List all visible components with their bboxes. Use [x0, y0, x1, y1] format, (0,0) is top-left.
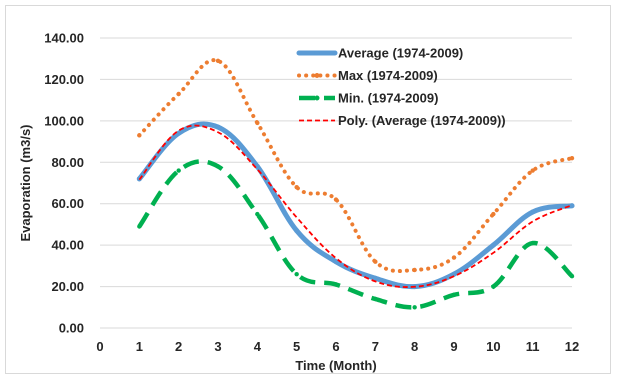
legend-label: Min. (1974-2009): [338, 91, 438, 106]
data-point: [530, 209, 536, 215]
data-point: [176, 168, 181, 173]
data-point: [255, 211, 260, 217]
x-tick-label: 9: [450, 339, 457, 354]
x-axis-title: Time (Month): [295, 358, 376, 373]
data-point: [176, 91, 181, 97]
series-line-1: [137, 58, 574, 274]
data-point: [373, 259, 378, 264]
y-tick-label: 120.00: [44, 72, 84, 87]
x-tick-label: 6: [332, 339, 339, 354]
data-point: [569, 155, 575, 161]
data-point: [137, 224, 142, 229]
y-tick-label: 100.00: [44, 113, 84, 128]
series-lines: [136, 58, 575, 310]
data-point: [215, 124, 221, 130]
data-point: [490, 242, 496, 248]
data-point: [176, 130, 182, 136]
x-tick-label: 4: [254, 339, 262, 354]
data-point: [412, 305, 417, 310]
legend-marker: [314, 50, 320, 56]
x-tick-label: 2: [175, 339, 182, 354]
data-point: [333, 282, 339, 287]
legend-label: Poly. (Average (1974-2009)): [338, 113, 506, 128]
data-point: [530, 168, 535, 173]
x-tick-label: 0: [96, 339, 103, 354]
legend-label: Max (1974-2009): [338, 68, 438, 83]
legend-label: Average (1974-2009): [338, 46, 463, 61]
data-point: [294, 228, 300, 234]
data-point: [137, 133, 142, 138]
series-line-0: [136, 121, 575, 290]
data-point: [294, 271, 299, 277]
y-tick-label: 40.00: [51, 238, 84, 253]
y-tick-label: 0.00: [59, 321, 84, 336]
x-tick-labels: 0 1 2 3 4 5 6 7 8 9 10 11 12: [96, 339, 579, 354]
x-tick-label: 8: [411, 339, 418, 354]
data-point: [569, 274, 575, 279]
y-axis-title: Evaporation (m3/s): [18, 124, 33, 241]
data-point: [215, 58, 221, 63]
chart-frame: [5, 5, 611, 374]
x-tick-label: 12: [565, 339, 579, 354]
data-point: [530, 240, 535, 246]
y-tick-labels: 0.00 20.00 40.00 60.00 80.00 100.00 120.00 140.…: [44, 31, 84, 336]
data-point: [294, 184, 299, 190]
y-tick-label: 80.00: [51, 155, 84, 170]
data-point: [451, 255, 457, 260]
data-point: [491, 211, 496, 217]
data-point: [491, 284, 496, 289]
legend-marker: [314, 73, 320, 78]
legend-marker: [314, 95, 320, 101]
y-tick-label: 20.00: [51, 279, 84, 294]
data-point: [215, 164, 221, 169]
data-point: [372, 275, 378, 281]
data-point: [255, 120, 260, 126]
y-tick-label: 140.00: [44, 31, 84, 46]
data-point: [451, 292, 457, 298]
series-line-2: [137, 159, 574, 310]
x-tick-label: 3: [214, 339, 221, 354]
data-point: [333, 259, 339, 265]
data-point: [254, 163, 260, 169]
x-tick-label: 7: [372, 339, 379, 354]
data-point: [569, 203, 575, 209]
x-tick-label: 10: [486, 339, 500, 354]
series-line-3: [138, 124, 573, 288]
x-tick-label: 1: [136, 339, 143, 354]
x-tick-label: 11: [526, 339, 540, 354]
data-point: [412, 267, 417, 273]
x-tick-label: 5: [293, 339, 300, 354]
y-tick-label: 60.00: [51, 196, 84, 211]
data-point: [451, 271, 457, 277]
legend: Average (1974-2009) Max (1974-2009) Min. (…: [296, 46, 506, 128]
data-point: [373, 296, 378, 302]
data-point: [333, 197, 339, 202]
